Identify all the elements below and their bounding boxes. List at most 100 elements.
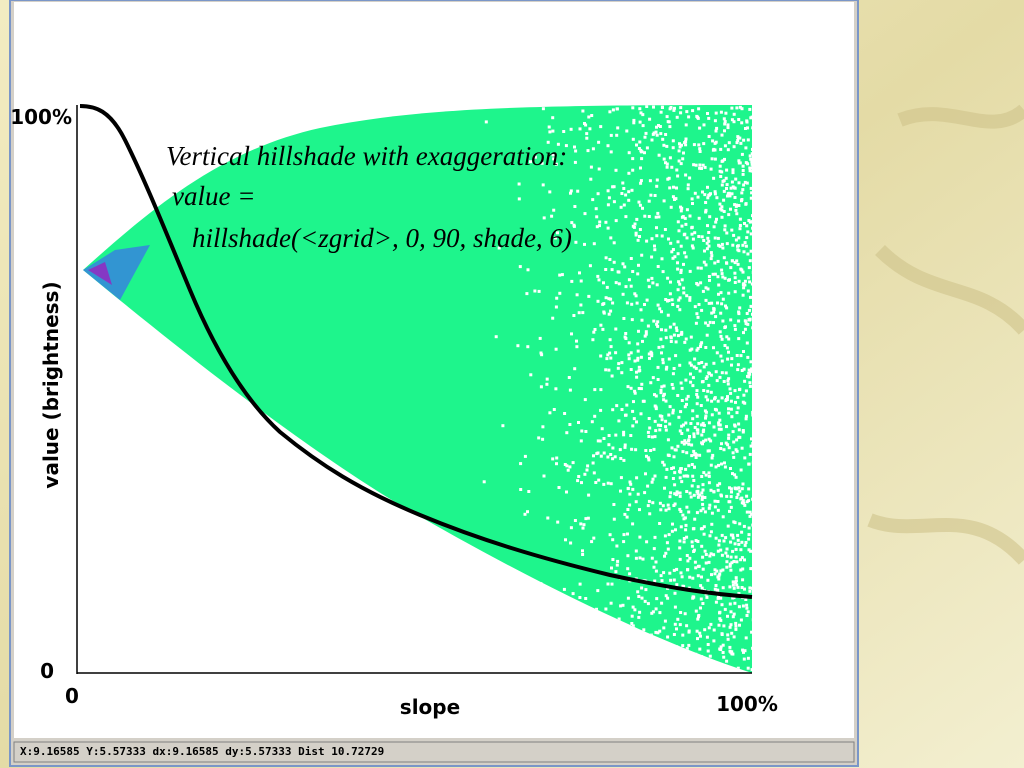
speckle-dot	[601, 327, 605, 331]
speckle-dot	[713, 148, 717, 152]
speckle-dot	[704, 208, 708, 212]
speckle-dot	[668, 495, 672, 499]
speckle-dot	[637, 615, 641, 619]
speckle-dot	[743, 401, 747, 405]
speckle-dot	[744, 541, 748, 544]
speckle-dot	[746, 162, 750, 166]
speckle-dot	[712, 628, 716, 632]
speckle-dot	[583, 242, 586, 246]
speckle-dot	[741, 172, 745, 176]
x-max-label: 100%	[716, 692, 778, 716]
speckle-dot	[581, 553, 585, 556]
speckle-dot	[685, 236, 689, 240]
speckle-dot	[696, 428, 700, 432]
speckle-dot	[723, 276, 727, 280]
speckle-dot	[719, 207, 723, 211]
speckle-dot	[697, 615, 700, 619]
speckle-dot	[748, 259, 752, 263]
speckle-dot	[712, 346, 715, 350]
speckle-dot	[685, 505, 689, 509]
speckle-dot	[670, 529, 674, 533]
speckle-dot	[672, 322, 676, 326]
speckle-dot	[721, 297, 725, 301]
speckle-dot	[626, 487, 630, 491]
speckle-dot	[680, 332, 684, 336]
speckle-dot	[577, 475, 581, 478]
speckle-dot	[728, 509, 731, 513]
speckle-dot	[702, 423, 706, 427]
speckle-dot	[731, 451, 735, 455]
speckle-dot	[734, 547, 738, 551]
speckle-dot	[606, 144, 610, 148]
speckle-dot	[718, 375, 722, 379]
speckle-dot	[659, 424, 663, 427]
speckle-dot	[611, 408, 615, 412]
speckle-dot	[726, 357, 730, 361]
speckle-dot	[655, 283, 659, 287]
speckle-dot	[730, 106, 734, 110]
speckle-dot	[664, 298, 668, 301]
speckle-dot	[647, 199, 651, 203]
speckle-dot	[678, 623, 682, 627]
speckle-dot	[693, 517, 697, 521]
speckle-dot	[641, 557, 645, 561]
speckle-dot	[751, 166, 752, 170]
speckle-dot	[523, 512, 527, 516]
speckle-dot	[708, 278, 711, 282]
speckle-dot	[688, 491, 692, 495]
speckle-dot	[745, 341, 749, 345]
speckle-dot	[554, 236, 558, 240]
speckle-dot	[575, 339, 578, 343]
speckle-dot	[643, 334, 647, 338]
speckle-dot	[516, 344, 520, 348]
speckle-dot	[733, 389, 737, 393]
speckle-dot	[692, 163, 696, 167]
speckle-dot	[585, 132, 589, 136]
speckle-dot	[704, 298, 708, 302]
speckle-dot	[751, 226, 752, 230]
speckle-dot	[702, 239, 706, 242]
speckle-dot	[635, 301, 639, 305]
speckle-dot	[614, 281, 618, 285]
speckle-dot	[631, 409, 635, 413]
speckle-dot	[671, 139, 675, 143]
speckle-dot	[642, 399, 646, 403]
speckle-dot	[720, 359, 724, 363]
speckle-dot	[599, 454, 603, 458]
speckle-dot	[546, 140, 550, 144]
speckle-dot	[740, 487, 744, 491]
speckle-dot	[723, 129, 726, 133]
speckle-dot	[700, 380, 704, 384]
speckle-dot	[669, 491, 673, 495]
speckle-dot	[696, 574, 700, 578]
speckle-dot	[637, 595, 641, 598]
speckle-dot	[683, 141, 687, 145]
speckle-dot	[703, 549, 707, 553]
speckle-dot	[650, 611, 654, 615]
speckle-dot	[622, 433, 626, 437]
speckle-dot	[681, 644, 685, 648]
speckle-dot	[693, 191, 697, 195]
speckle-dot	[733, 542, 737, 546]
speckle-dot	[701, 430, 705, 433]
speckle-dot	[615, 563, 619, 567]
speckle-dot	[672, 185, 675, 189]
speckle-dot	[671, 411, 675, 415]
speckle-dot	[654, 560, 658, 564]
speckle-dot	[554, 162, 558, 166]
speckle-dot	[655, 133, 659, 137]
speckle-dot	[712, 553, 716, 557]
speckle-dot	[737, 118, 741, 121]
speckle-dot	[751, 618, 752, 622]
speckle-dot	[589, 165, 593, 169]
speckle-dot	[694, 163, 698, 167]
speckle-dot	[728, 585, 732, 589]
speckle-dot	[736, 395, 740, 399]
speckle-dot	[742, 350, 745, 353]
speckle-dot	[605, 357, 609, 361]
speckle-dot	[665, 165, 669, 169]
speckle-dot	[676, 491, 680, 495]
speckle-dot	[705, 375, 709, 379]
speckle-dot	[622, 533, 626, 537]
speckle-dot	[710, 413, 714, 417]
